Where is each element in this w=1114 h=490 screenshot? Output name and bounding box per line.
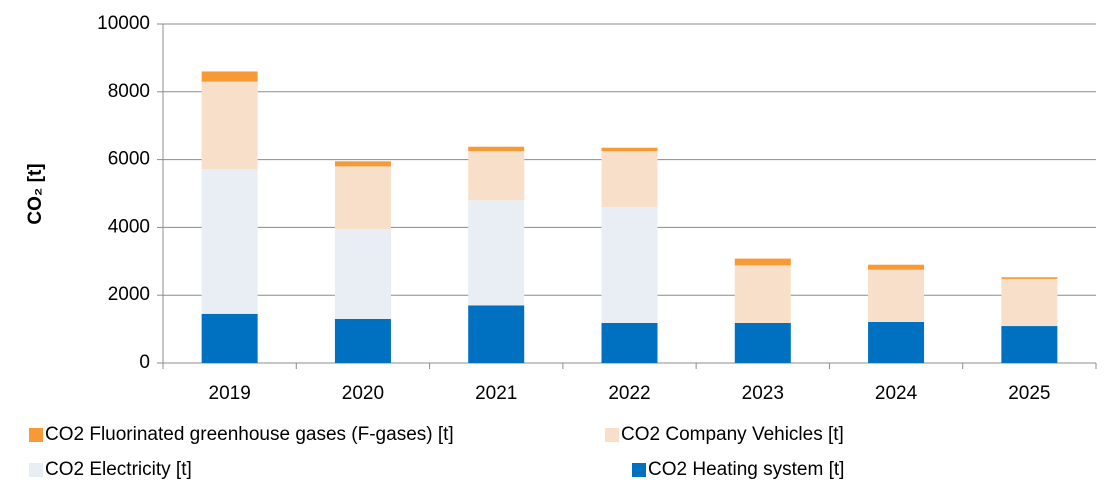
x-tick-label: 2025 <box>1008 383 1050 404</box>
bar-segment <box>868 321 925 363</box>
bar-segment <box>334 161 391 167</box>
legend-swatch <box>29 428 43 442</box>
bar-segment <box>201 71 258 82</box>
y-tick-label: 0 <box>139 352 150 373</box>
bar-segment <box>1001 277 1058 279</box>
y-tick-label: 8000 <box>108 81 150 102</box>
legend-label: CO2 Electricity [t] <box>45 459 192 480</box>
bar-segment <box>734 322 791 363</box>
bar-segment <box>734 258 791 266</box>
bar-segment <box>601 207 658 323</box>
y-tick-label: 10000 <box>97 13 150 34</box>
y-tick-label: 2000 <box>108 284 150 305</box>
legend-label: CO2 Heating system [t] <box>648 459 844 480</box>
bar-segment <box>601 151 658 208</box>
bar-segment <box>601 147 658 152</box>
bar-segment <box>468 305 525 363</box>
bar-segment <box>334 166 391 230</box>
bar-segment <box>1001 326 1058 363</box>
legend-label: CO2 Company Vehicles [t] <box>621 424 844 445</box>
x-tick-label: 2019 <box>209 383 251 404</box>
y-axis-label: CO₂ [t] <box>25 163 46 224</box>
bar-segment <box>468 146 525 152</box>
bar-segment <box>1001 278 1058 327</box>
bar-segment <box>334 318 391 363</box>
legend-swatch <box>632 463 646 477</box>
bar-segment <box>201 169 258 314</box>
y-tick-label: 6000 <box>108 149 150 170</box>
y-tick-label: 4000 <box>108 216 150 237</box>
bar-segment <box>868 264 925 270</box>
x-tick-label: 2021 <box>475 383 517 404</box>
bar-segment <box>334 229 391 319</box>
legend-label: CO2 Fluorinated greenhouse gases (F-gase… <box>45 424 454 445</box>
x-tick-label: 2020 <box>342 383 384 404</box>
bar-segment <box>868 269 925 322</box>
bar-segment <box>468 151 525 201</box>
x-tick-label: 2023 <box>742 383 784 404</box>
x-tick-label: 2022 <box>608 383 650 404</box>
legend-swatch <box>29 463 43 477</box>
bar-segment <box>468 200 525 306</box>
bar-segment <box>734 265 791 323</box>
bar-segment <box>201 313 258 363</box>
bar-segment <box>601 322 658 363</box>
bar-segment <box>201 81 258 170</box>
x-tick-label: 2024 <box>875 383 918 404</box>
legend-swatch <box>605 428 619 442</box>
